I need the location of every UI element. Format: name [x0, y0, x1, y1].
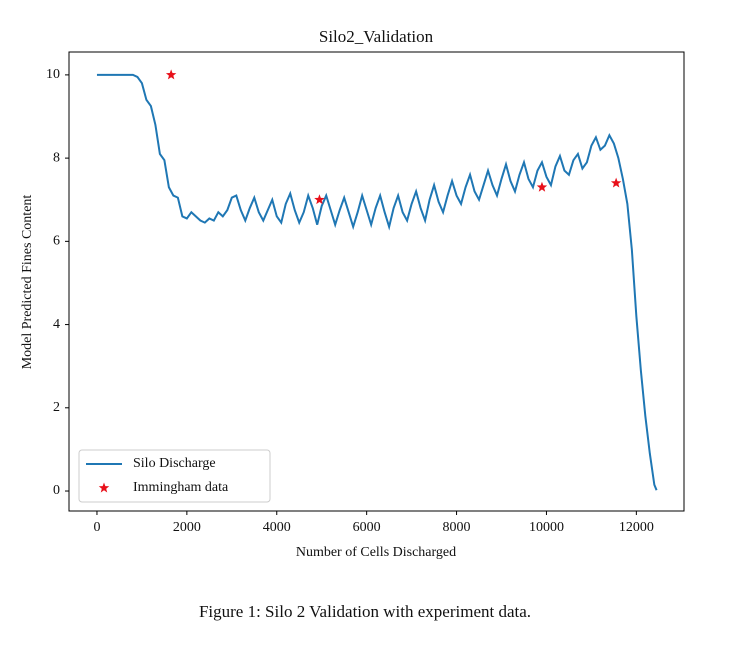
data-line [96, 73, 658, 491]
chart-title: Silo2_Validation [319, 27, 434, 46]
data-point [610, 177, 622, 188]
legend-box [78, 449, 271, 503]
plot-frame [68, 51, 685, 512]
y-tick-label: 8 [53, 150, 60, 165]
x-tick-label: 10000 [529, 520, 564, 535]
x-tick-label: 8000 [443, 520, 471, 535]
y-tick-label: 2 [53, 400, 60, 415]
y-axis-label: Model Predicted Fines Content [20, 195, 35, 370]
y-tick-label: 10 [46, 67, 60, 82]
data-point [165, 69, 177, 80]
legend-label: Immingham data [133, 480, 229, 495]
x-tick-label: 0 [93, 520, 100, 535]
x-axis-label: Number of Cells Discharged [296, 545, 456, 560]
x-tick-label: 2000 [173, 520, 201, 535]
x-tick-label: 12000 [619, 520, 654, 535]
x-tick-label: 4000 [263, 520, 291, 535]
data-point [314, 194, 325, 205]
x-tick-label: 6000 [353, 520, 381, 535]
y-tick-label: 0 [53, 483, 60, 498]
figure-caption: Figure 1: Silo 2 Validation with experim… [199, 602, 531, 621]
y-tick-label: 4 [53, 317, 60, 332]
y-tick-label: 6 [53, 234, 60, 249]
data-point [536, 181, 548, 192]
legend-label: Silo Discharge [133, 456, 216, 471]
legend-marker [98, 482, 110, 493]
